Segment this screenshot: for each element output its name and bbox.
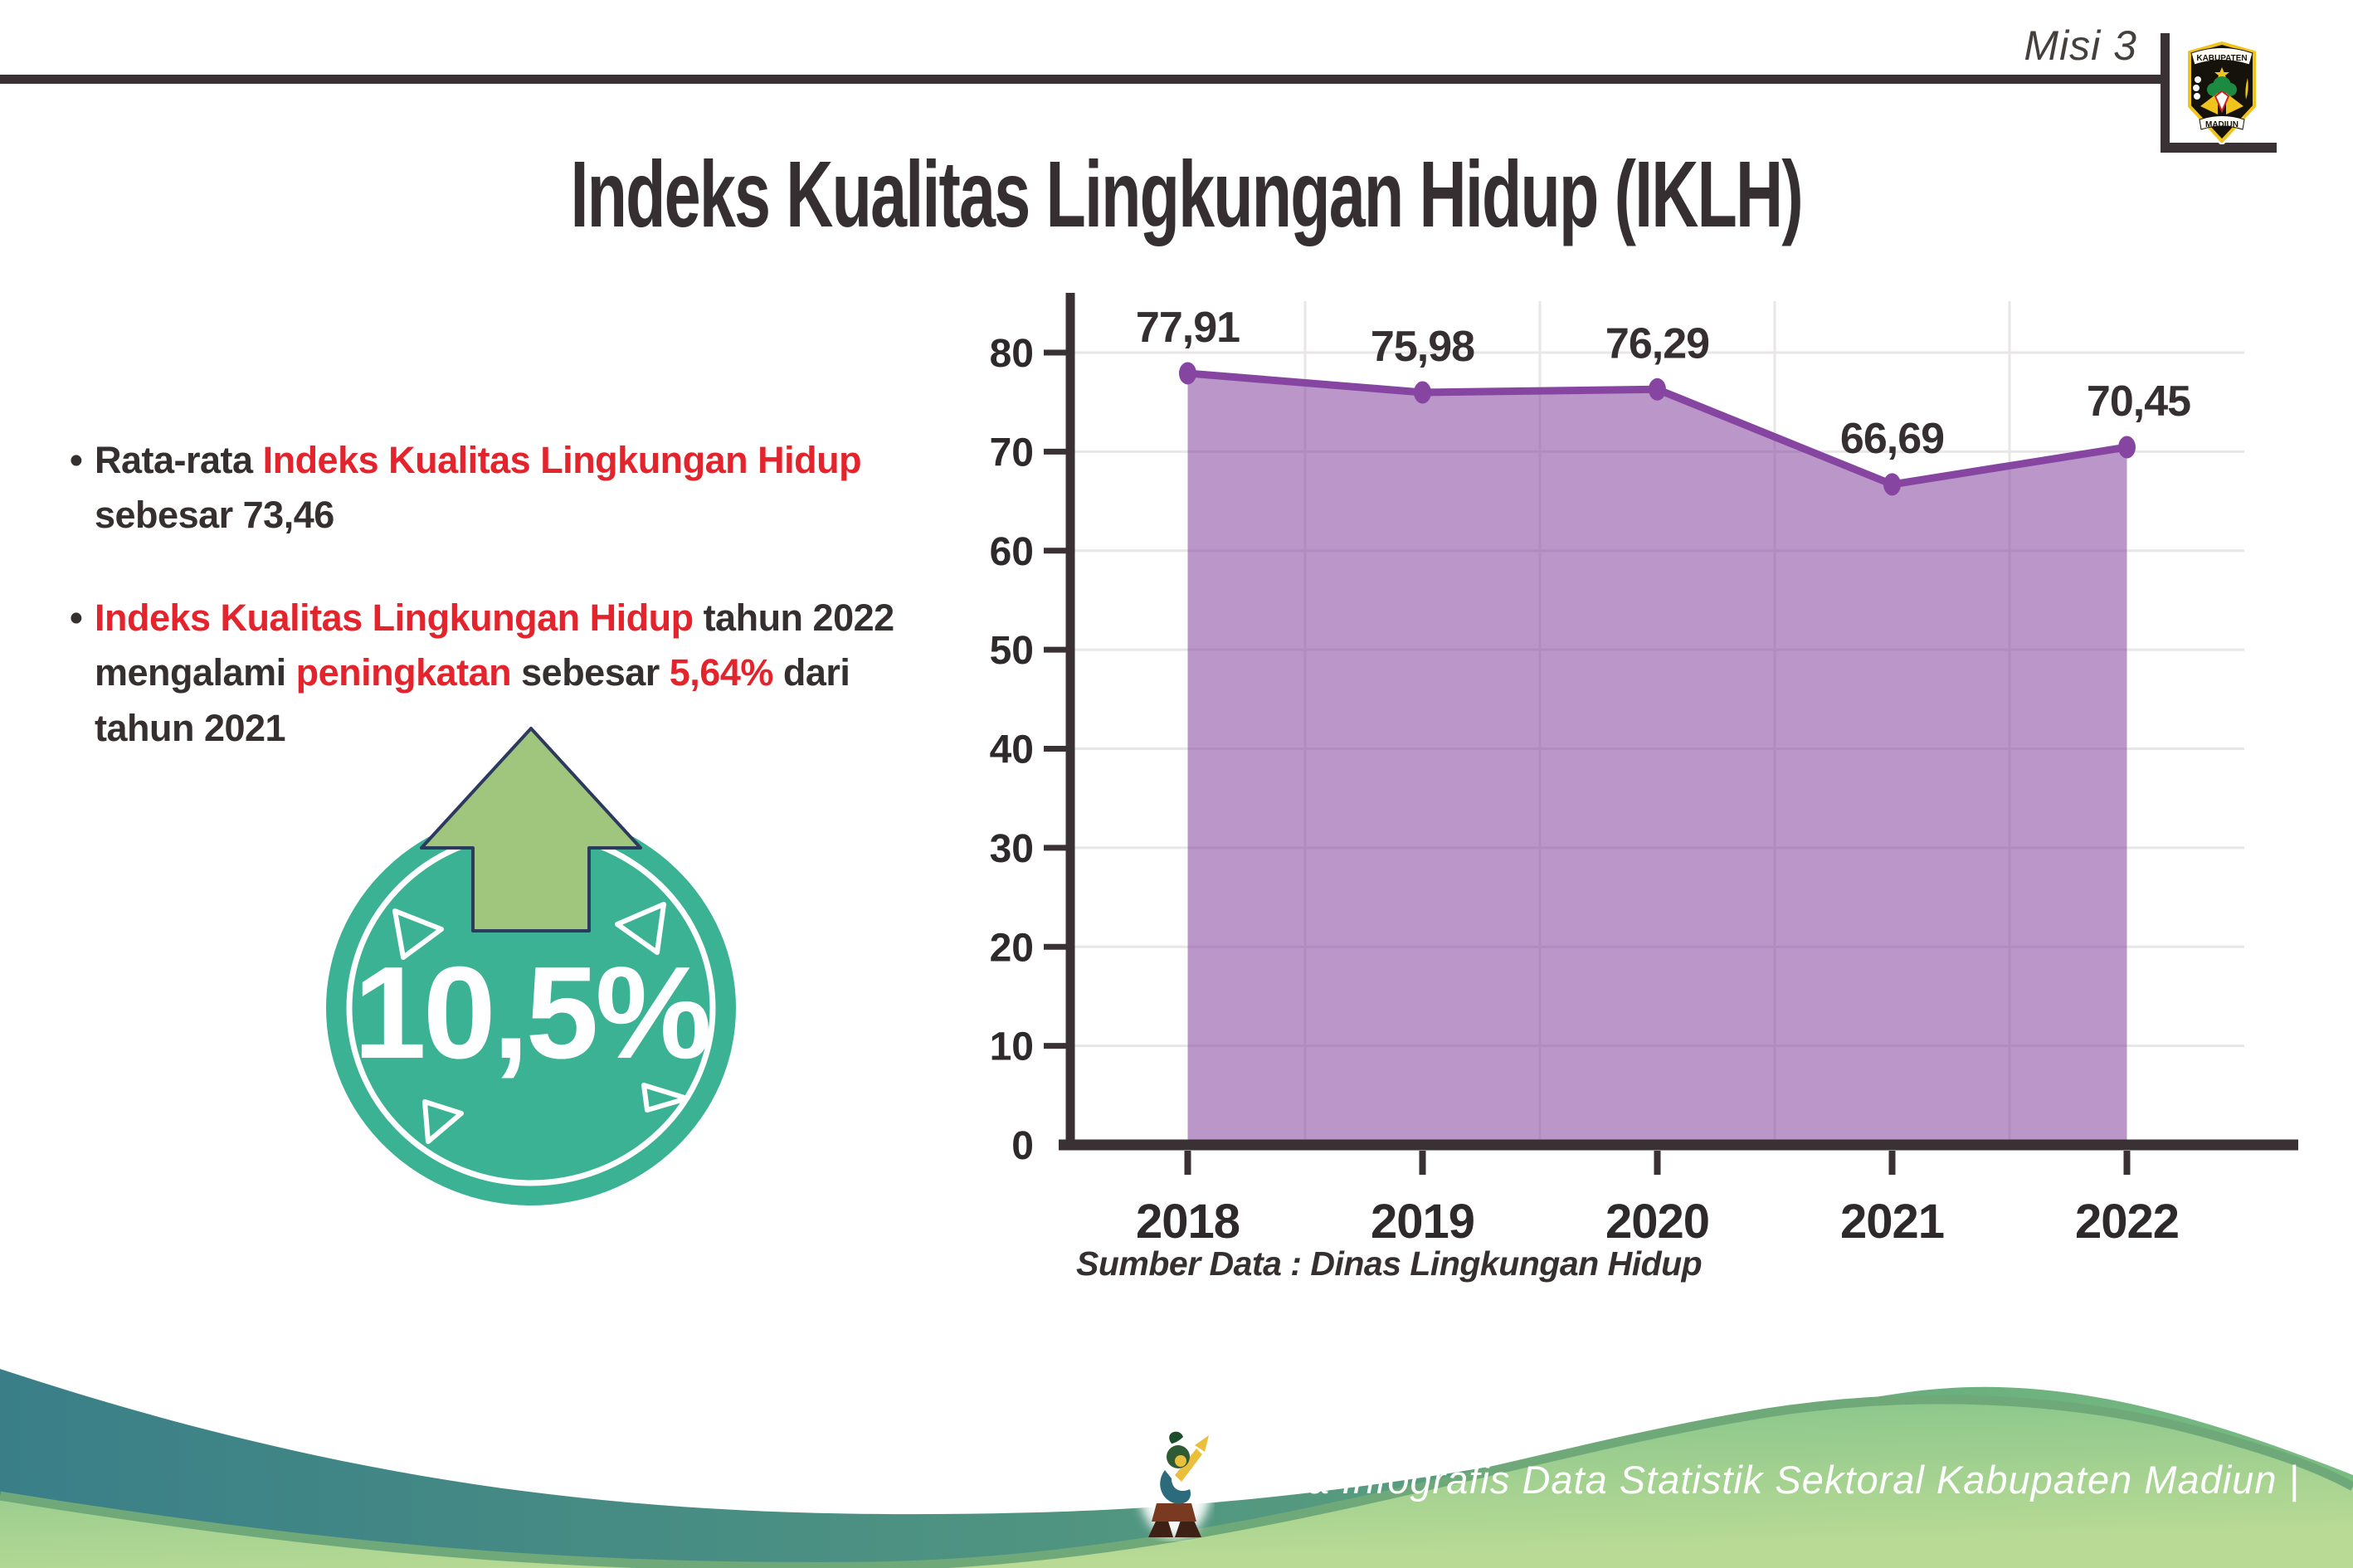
increase-badge: 10,5% xyxy=(326,727,736,1205)
source-note: Sumber Data : Dinas Lingkungan Hidup xyxy=(1076,1244,1703,1283)
logo-cotton-1 xyxy=(2195,76,2201,83)
bullet-text-segment: tahun 2022 mengalami xyxy=(95,597,894,694)
page-title: Indeks Kualitas Lingkungan Hidup (IKLH) xyxy=(570,142,1804,247)
data-point-marker xyxy=(1179,362,1196,385)
data-value-label: 70,45 xyxy=(2087,377,2190,426)
y-tick-label: 40 xyxy=(990,728,1034,772)
mascot-leaf xyxy=(1169,1431,1183,1444)
kabupaten-madiun-logo: KABUPATEN MADIUN xyxy=(2185,40,2258,144)
mascot-arm xyxy=(1175,1449,1202,1482)
data-point-marker xyxy=(1649,377,1666,401)
logo-top-banner xyxy=(2190,47,2253,66)
x-category-label: 2021 xyxy=(1840,1195,1944,1249)
mascot-skirt xyxy=(1152,1503,1196,1522)
footer-credit: Media Infografis Data Statistik Sektoral… xyxy=(1220,1458,2300,1502)
bullet-text-segment: sebesar 73,46 xyxy=(95,494,334,537)
misi-label: Misi 3 xyxy=(2024,22,2137,69)
logo-wing-right xyxy=(2226,93,2243,114)
area-fill xyxy=(1187,373,2127,1146)
key-points: Rata-rata Indeks Kualitas Lingkungan Hid… xyxy=(70,433,946,804)
bullet-average-iklh: Rata-rata Indeks Kualitas Lingkungan Hid… xyxy=(70,433,946,543)
arrow-up-icon xyxy=(420,727,642,933)
y-tick-label: 20 xyxy=(990,926,1034,970)
x-category-label: 2020 xyxy=(1605,1195,1709,1249)
badge-spark-ne xyxy=(615,902,666,955)
logo-center-shield xyxy=(2214,90,2230,114)
x-category-label: 2019 xyxy=(1371,1195,1474,1249)
bullet-text-segment: sebesar xyxy=(511,651,670,694)
logo-tree-left xyxy=(2207,83,2220,96)
badge-percent-value: 10,5% xyxy=(353,940,709,1086)
data-point-marker xyxy=(1414,381,1431,404)
logo-tree-right xyxy=(2224,83,2237,96)
logo-wing-left xyxy=(2200,93,2218,114)
logo-cotton-3 xyxy=(2194,93,2200,100)
x-category-label: 2022 xyxy=(2075,1195,2179,1249)
bullet-text-segment-highlight: 5,64% xyxy=(669,651,774,694)
badge-spark-sw xyxy=(422,1099,464,1144)
bullet-increase-2022: Indeks Kualitas Lingkungan Hidup tahun 2… xyxy=(70,591,946,755)
data-point-marker xyxy=(1883,473,1901,496)
y-tick-label: 10 xyxy=(990,1025,1034,1069)
y-tick-label: 0 xyxy=(1011,1124,1034,1168)
data-value-label: 77,91 xyxy=(1136,304,1240,352)
bullet-text-segment-highlight: peningkatan xyxy=(295,651,512,694)
title-wrap: Indeks Kualitas Lingkungan Hidup (IKLH) xyxy=(249,106,2124,284)
x-category-label: 2018 xyxy=(1136,1195,1240,1249)
logo-bottom-banner xyxy=(2199,115,2245,130)
data-value-label: 76,29 xyxy=(1605,319,1709,368)
mascot-sash xyxy=(1160,1470,1191,1504)
y-tick-label: 70 xyxy=(990,431,1034,475)
mascot-hand xyxy=(1195,1435,1209,1452)
badge-spark-se xyxy=(641,1083,689,1113)
mascot-face xyxy=(1175,1455,1186,1467)
badge-spark-nw xyxy=(392,908,444,960)
dancer-mascot-icon xyxy=(1138,1431,1211,1538)
footer-waves xyxy=(0,1369,2353,1568)
bullet-text-segment-highlight: Indeks Kualitas Lingkungan Hidup xyxy=(262,439,862,481)
footer-dome-rim xyxy=(0,1395,2353,1568)
bullet-text-segment-highlight: Indeks Kualitas Lingkungan Hidup xyxy=(95,597,694,640)
y-tick-label: 60 xyxy=(990,530,1034,574)
logo-bottom-text: MADIUN xyxy=(2205,120,2239,129)
iklh-area-chart: 0 10 20 30 40 50 60 70 80 2018 2019 2020 2021 2022 77,… xyxy=(990,293,2298,1249)
data-value-label: 66,69 xyxy=(1840,415,1944,463)
badge-circle xyxy=(326,811,736,1205)
data-point-marker xyxy=(2118,436,2136,459)
footer-green-dome xyxy=(0,1399,2353,1568)
logo-top-text: KABUPATEN xyxy=(2196,54,2247,63)
bullet-text-segment: dari tahun 2021 xyxy=(95,651,850,749)
logo-frame-vertical xyxy=(2161,33,2170,152)
y-tick-label: 80 xyxy=(990,332,1034,376)
logo-frame-horizontal xyxy=(2161,143,2277,153)
logo-wheat xyxy=(2245,78,2248,100)
logo-cotton-2 xyxy=(2193,85,2200,91)
bullet-text-segment: Rata-rata xyxy=(95,439,263,481)
y-tick-label: 30 xyxy=(990,827,1034,871)
y-tick-label: 50 xyxy=(990,629,1034,673)
header-rule xyxy=(0,75,2165,84)
data-value-label: 75,98 xyxy=(1371,323,1474,371)
